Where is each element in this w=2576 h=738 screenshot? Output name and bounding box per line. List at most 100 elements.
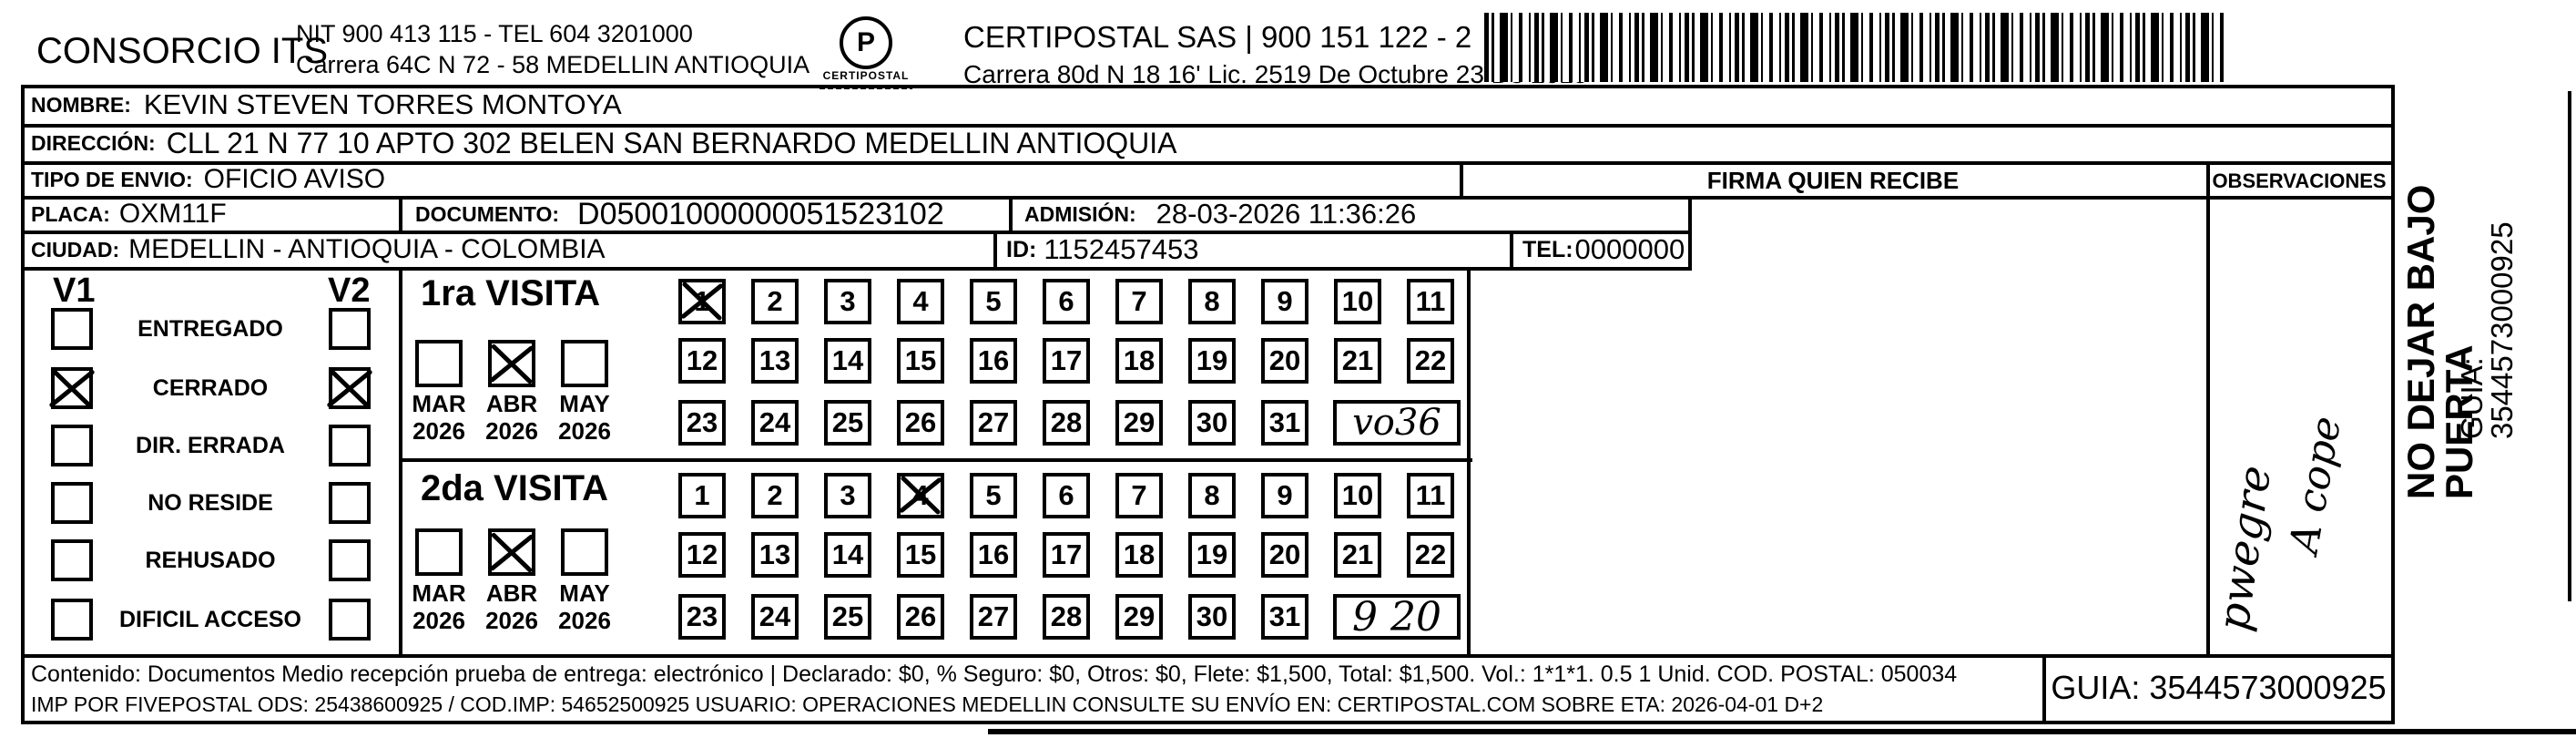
day-cell: 14 — [824, 338, 871, 384]
grid-line-v — [1460, 161, 1463, 200]
day-cell: 18 — [1115, 532, 1163, 578]
day-cell: 12 — [678, 532, 726, 578]
day-cell: 16 — [970, 338, 1017, 384]
v1-checkbox-entregado — [51, 308, 93, 350]
day-cell: 19 — [1188, 532, 1236, 578]
company-name: CONSORCIO ITS — [36, 31, 329, 71]
day-cell: 10 — [1334, 473, 1381, 518]
v2-checkbox-dificil-acceso — [329, 599, 371, 641]
handwritten-note: 9 20 — [1352, 593, 1441, 641]
month-checkbox-may — [561, 340, 608, 387]
certipostal-name-line: CERTIPOSTAL SAS | 900 151 122 - 2 — [963, 20, 1472, 54]
day-cell: 10 — [1334, 279, 1381, 324]
status-label: NO RESIDE — [148, 489, 273, 516]
month-checkbox-may — [561, 528, 608, 576]
grid-line-v — [2568, 91, 2571, 601]
day-cell: 6 — [1043, 279, 1090, 324]
imp-line: IMP POR FIVEPOSTAL ODS: 25438600925 / CO… — [31, 692, 1824, 716]
documento-cell: DOCUMENTO: D05001000000051523102 — [415, 197, 944, 231]
grid-line-v — [2391, 85, 2395, 724]
day-cell: 29 — [1115, 594, 1163, 640]
direccion-value: CLL 21 N 77 10 APTO 302 BELEN SAN BERNAR… — [166, 126, 1177, 159]
certipostal-logo-icon: P — [840, 16, 892, 69]
day-cell: 3 — [824, 279, 871, 324]
month-label: MAY — [559, 390, 610, 417]
day-cell: 30 — [1188, 400, 1236, 446]
nombre-label: NOMBRE: — [31, 92, 131, 117]
month-label: MAR — [412, 390, 466, 417]
tipo-envio-label: TIPO DE ENVIO: — [31, 167, 193, 191]
scan-artifact-line — [988, 729, 2576, 734]
ciudad-label: CIUDAD: — [31, 237, 120, 261]
day-cell: 23 — [678, 400, 726, 446]
grid-line-h — [21, 721, 2395, 724]
day-cell: 2 — [751, 279, 799, 324]
month-checkbox-mar — [415, 340, 463, 387]
visit-note-box: 9 20 — [1333, 593, 1461, 641]
documento-label: DOCUMENTO: — [415, 201, 560, 226]
day-cell: 11 — [1407, 279, 1454, 324]
visit2-title: 2da VISITA — [421, 468, 608, 508]
company-nit-line: NIT 900 413 115 - TEL 604 3201000 — [296, 20, 693, 47]
grid-line-v — [1009, 196, 1013, 234]
day-cell: 4 — [897, 279, 944, 324]
day-cell: 27 — [970, 400, 1017, 446]
day-cell: 25 — [824, 594, 871, 640]
v2-checkbox-no-reside — [329, 482, 371, 524]
day-cell: 22 — [1407, 338, 1454, 384]
status-label: DIR. ERRADA — [136, 432, 285, 458]
day-cell: 8 — [1188, 473, 1236, 518]
month-year: 2026 — [485, 417, 538, 445]
v1-column-header: V1 — [53, 272, 96, 310]
day-cell: 14 — [824, 532, 871, 578]
day-cell: 2 — [751, 473, 799, 518]
grid-line-h — [21, 161, 2395, 165]
day-cell: 31 — [1261, 400, 1308, 446]
grid-line-h — [21, 85, 2395, 88]
month-label: MAR — [412, 579, 466, 607]
placa-cell: PLACA: OXM11F — [31, 198, 227, 231]
month-year: 2026 — [485, 607, 538, 634]
day-cell: 26 — [897, 400, 944, 446]
day-cell: 5 — [970, 279, 1017, 324]
no-dejar-bajo-puerta-note: NO DEJAR BAJO PUERTA — [2399, 184, 2480, 499]
firma-quien-recibe-header: FIRMA QUIEN RECIBE — [1706, 166, 1960, 194]
v2-checkbox-entregado — [329, 308, 371, 350]
direccion-label: DIRECCIÓN: — [31, 130, 156, 155]
handwritten-note: vo36 — [1352, 402, 1441, 444]
day-cell: 28 — [1043, 400, 1090, 446]
grid-line-v — [399, 267, 402, 658]
v1-checkbox-dificil-acceso — [51, 599, 93, 641]
day-cell: 17 — [1043, 338, 1090, 384]
day-cell: 31 — [1261, 594, 1308, 640]
day-cell: 26 — [897, 594, 944, 640]
month-year: 2026 — [412, 607, 465, 634]
certipostal-address-line: Carrera 80d N 18 16' Lic. 2519 De Octubr… — [963, 60, 1588, 88]
company-nit-block: NIT 900 413 115 - TEL 604 3201000 Carrer… — [296, 18, 809, 80]
month-year: 2026 — [412, 417, 465, 445]
grid-line-h — [21, 654, 2395, 658]
day-cell: 23 — [678, 594, 726, 640]
grid-line-h — [21, 231, 1692, 234]
day-cell: 5 — [970, 473, 1017, 518]
grid-line-v — [1688, 196, 1692, 271]
observaciones-header: OBSERVACIONES — [2212, 169, 2387, 192]
certipostal-logo-text: CERTIPOSTAL — [822, 69, 910, 82]
day-cell: 21 — [1334, 338, 1381, 384]
day-cell: 25 — [824, 400, 871, 446]
day-cell: 13 — [751, 338, 799, 384]
id-value: 1152457453 — [1044, 233, 1199, 265]
v1-checkbox-no-reside — [51, 482, 93, 524]
day-cell: 6 — [1043, 473, 1090, 518]
nombre-value: KEVIN STEVEN TORRES MONTOYA — [143, 88, 622, 120]
day-cell: 7 — [1115, 279, 1163, 324]
month-label: ABR — [485, 390, 538, 417]
placa-label: PLACA: — [31, 201, 110, 226]
id-label: ID: — [1006, 236, 1037, 262]
placa-value: OXM11F — [118, 199, 227, 229]
admision-value: 28-03-2026 11:36:26 — [1156, 198, 1417, 230]
observaciones-handwriting-line2: A cope — [2280, 413, 2351, 557]
day-cell: 3 — [824, 473, 871, 518]
month-label: ABR — [485, 579, 538, 607]
day-cell: 9 — [1261, 279, 1308, 324]
